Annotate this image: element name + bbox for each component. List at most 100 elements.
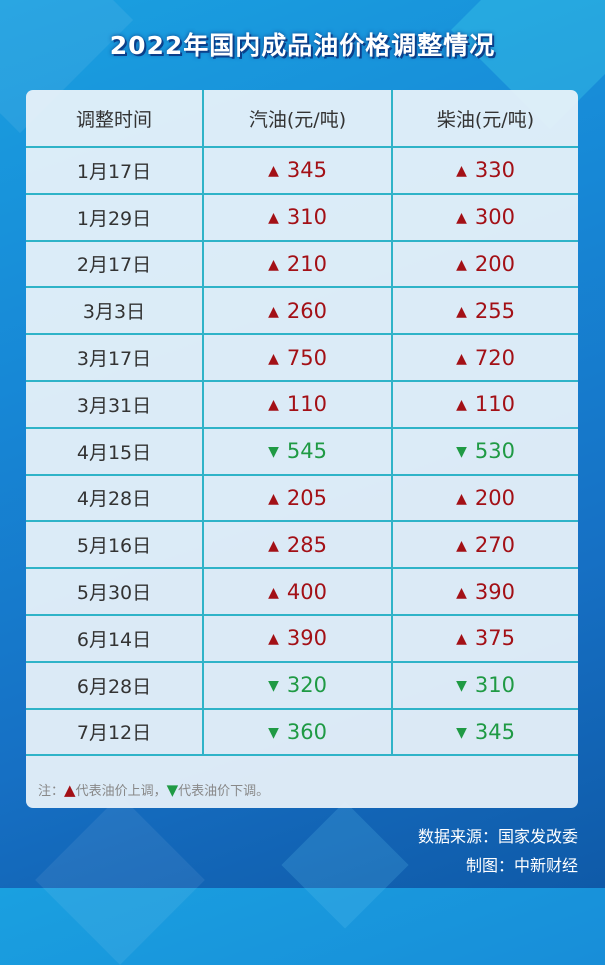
date-cell: 4月28日 — [26, 474, 203, 523]
date-cell: 1月29日 — [26, 193, 203, 242]
header-date: 调整时间 — [26, 90, 203, 148]
up-triangle-icon: ▲ — [268, 537, 279, 554]
down-triangle-icon: ▼ — [456, 444, 467, 461]
down-triangle-icon: ▼ — [268, 444, 279, 461]
gas-value: 205 — [286, 485, 327, 510]
up-triangle-icon: ▲ — [456, 210, 467, 227]
up-triangle-icon: ▲ — [456, 256, 467, 273]
diesel-cell: ▲ 200 — [391, 240, 578, 289]
diesel-cell: ▲ 110 — [391, 380, 578, 429]
gas-cell: ▲ 210 — [202, 240, 392, 289]
gas-cell: ▲ 400 — [202, 568, 392, 616]
up-triangle-icon: ▲ — [268, 350, 279, 367]
note-up-text: 代表油价上调， — [75, 784, 167, 799]
gas-cell: ▼ 545 — [202, 427, 392, 476]
gas-value: 285 — [286, 532, 327, 557]
table-row: 1月29日 ▲ 310 ▲ 300 — [26, 193, 578, 242]
date-cell: 5月30日 — [26, 568, 203, 616]
gas-cell: ▲ 260 — [202, 287, 392, 336]
diesel-value: 310 — [474, 673, 515, 698]
credit: 制图：中新财经 — [465, 856, 578, 875]
up-triangle-icon: ▲ — [268, 210, 279, 227]
down-triangle-icon: ▼ — [456, 678, 467, 695]
date-cell: 6月14日 — [26, 614, 203, 663]
up-triangle-icon: ▲ — [268, 397, 279, 414]
date-cell: 7月12日 — [26, 708, 203, 757]
gas-cell: ▲ 390 — [202, 614, 392, 663]
diesel-cell: ▲ 720 — [391, 334, 578, 382]
diesel-value: 720 — [474, 345, 515, 370]
decor-diamond — [281, 801, 409, 929]
gas-value: 400 — [286, 579, 327, 604]
diesel-cell: ▲ 390 — [391, 568, 578, 616]
up-triangle-icon: ▲ — [268, 584, 279, 601]
down-triangle-icon: ▼ — [268, 724, 279, 741]
header-diesel: 柴油(元/吨) — [391, 90, 578, 148]
date-cell: 4月15日 — [26, 427, 203, 476]
gas-value: 320 — [286, 673, 327, 698]
diesel-cell: ▲ 270 — [391, 521, 578, 570]
diesel-cell: ▼ 310 — [391, 661, 578, 710]
up-triangle-icon: ▲ — [456, 537, 467, 554]
page-title: 2022年国内成品油价格调整情况 — [109, 31, 496, 60]
table-row: 5月30日 ▲ 400 ▲ 390 — [26, 568, 578, 616]
diesel-cell: ▲ 330 — [391, 147, 578, 195]
up-triangle-icon: ▲ — [456, 584, 467, 601]
gas-cell: ▲ 345 — [202, 147, 392, 195]
gas-cell: ▲ 205 — [202, 474, 392, 523]
date-cell: 5月16日 — [26, 521, 203, 570]
up-triangle-icon: ▲ — [268, 490, 279, 507]
gas-value: 345 — [286, 158, 327, 183]
date-cell: 1月17日 — [26, 147, 203, 195]
table-row: 1月17日 ▲ 345 ▲ 330 — [26, 147, 578, 195]
up-triangle-icon: ▲ — [64, 781, 76, 799]
diesel-value: 390 — [474, 579, 515, 604]
gas-cell: ▲ 285 — [202, 521, 392, 570]
down-triangle-icon: ▼ — [268, 678, 279, 695]
diesel-value: 200 — [474, 485, 515, 510]
table-row: 2月17日 ▲ 210 ▲ 200 — [26, 240, 578, 289]
diesel-value: 300 — [474, 205, 515, 230]
up-triangle-icon: ▲ — [456, 350, 467, 367]
up-triangle-icon: ▲ — [456, 163, 467, 180]
up-triangle-icon: ▲ — [268, 163, 279, 180]
table-row: 4月28日 ▲ 205 ▲ 200 — [26, 474, 578, 523]
price-table: 调整时间 汽油(元/吨) 柴油(元/吨) 1月17日 ▲ 345 ▲ 330 1月29日 ▲… — [26, 90, 578, 757]
diesel-value: 375 — [474, 626, 515, 651]
diesel-cell: ▼ 530 — [391, 427, 578, 476]
up-triangle-icon: ▲ — [456, 303, 467, 320]
table-row: 3月17日 ▲ 750 ▲ 720 — [26, 334, 578, 382]
up-triangle-icon: ▲ — [456, 490, 467, 507]
diesel-value: 330 — [474, 158, 515, 183]
diesel-value: 255 — [474, 298, 515, 323]
table-row: 3月3日 ▲ 260 ▲ 255 — [26, 287, 578, 336]
up-triangle-icon: ▲ — [456, 631, 467, 648]
gas-value: 750 — [286, 345, 327, 370]
down-triangle-icon: ▼ — [456, 724, 467, 741]
date-cell: 2月17日 — [26, 240, 203, 289]
diesel-cell: ▲ 255 — [391, 287, 578, 336]
date-cell: 3月3日 — [26, 287, 203, 336]
table-row: 7月12日 ▼ 360 ▼ 345 — [26, 708, 578, 757]
diesel-cell: ▲ 200 — [391, 474, 578, 523]
diesel-value: 345 — [474, 719, 515, 744]
header-gasoline: 汽油(元/吨) — [202, 90, 392, 148]
diesel-value: 270 — [474, 532, 515, 557]
gas-cell: ▲ 310 — [202, 193, 392, 242]
diesel-value: 200 — [474, 251, 515, 276]
up-triangle-icon: ▲ — [268, 303, 279, 320]
diesel-value: 530 — [474, 439, 515, 464]
price-table-card: 调整时间 汽油(元/吨) 柴油(元/吨) 1月17日 ▲ 345 ▲ 330 1月29日 ▲… — [26, 90, 578, 808]
diesel-cell: ▲ 375 — [391, 614, 578, 663]
table-row: 3月31日 ▲ 110 ▲ 110 — [26, 380, 578, 429]
gas-value: 110 — [286, 392, 327, 417]
gas-cell: ▲ 750 — [202, 334, 392, 382]
gas-value: 260 — [286, 298, 327, 323]
gas-value: 210 — [286, 251, 327, 276]
date-cell: 3月31日 — [26, 380, 203, 429]
up-triangle-icon: ▲ — [268, 631, 279, 648]
gas-value: 390 — [286, 626, 327, 651]
decor-diamond — [35, 795, 205, 965]
gas-cell: ▼ 360 — [202, 708, 392, 757]
note-prefix: 注： — [38, 784, 65, 799]
